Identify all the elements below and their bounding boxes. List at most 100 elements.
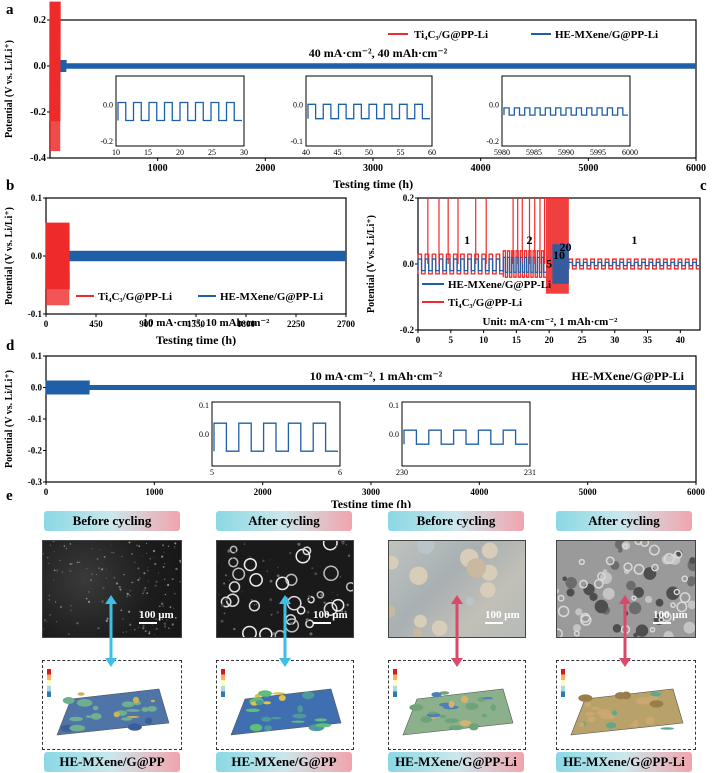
y-tick-label: 0.0 <box>31 383 43 393</box>
y-tick-label: 0.0 <box>31 251 43 261</box>
inset-x-tick-label: 231 <box>524 468 536 477</box>
y-tick-label: -0.1 <box>28 414 43 424</box>
series-line-he-mxene <box>568 261 700 267</box>
series-label: HE-MXene/G@PP-Li <box>572 369 685 383</box>
inset-y-tick-label: 0.1 <box>199 401 209 410</box>
x-tick-label: 2250 <box>287 319 306 329</box>
tag-sample-3: HE-MXene/G@PP-Li <box>388 752 524 772</box>
x-tick-label: 3000 <box>362 487 381 497</box>
x-tick-label: 2000 <box>254 487 273 497</box>
rate-label: 5 <box>546 256 552 270</box>
inset-y-tick-label: 0.0 <box>199 430 209 439</box>
inset-y-tick-label: 0.1 <box>389 401 399 410</box>
x-tick-label: 0 <box>416 335 421 345</box>
x-tick-label: 0 <box>44 319 49 329</box>
x-tick-label: 4000 <box>471 163 491 174</box>
scale-label: 100 μm <box>139 609 174 621</box>
tag-after-cycling-2: After cycling <box>216 511 352 531</box>
surface-map-1 <box>42 660 182 750</box>
tag-before-cycling-1: Before cycling <box>44 511 180 531</box>
double-arrow-icon <box>279 595 291 667</box>
y-tick-label: 0.0 <box>403 259 415 269</box>
condition-label: 10 mA·cm⁻², 1 mAh·cm⁻² <box>310 369 443 383</box>
panel-label-d: d <box>6 338 15 354</box>
inset-waveform <box>503 107 628 116</box>
series-line-he-mxene <box>502 256 546 273</box>
x-tick-label: 1000 <box>148 163 168 174</box>
series-line-ti4c3 <box>568 258 700 270</box>
inset-y-tick-label: 0.0 <box>293 101 303 110</box>
tag-sample-1: HE-MXene/G@PP <box>44 752 180 772</box>
inset-x-tick-label: 5980 <box>494 148 510 157</box>
chart-a: 1000 2000 3000 4000 5000 6000 -0.4 -0.2 0.0 0.2 Te… <box>4 1 706 191</box>
series-fill-he-mxene <box>552 244 569 284</box>
x-tick-label: 450 <box>89 319 103 329</box>
inset-waveform <box>117 101 242 122</box>
inset-x-tick-label: 5 <box>210 468 214 477</box>
x-tick-label: 3000 <box>363 163 383 174</box>
surface-map-3 <box>388 660 526 750</box>
inset-x-tick-label: 15 <box>144 148 152 157</box>
x-tick-label: 900 <box>139 319 153 329</box>
inset-x-tick-label: 5990 <box>558 148 574 157</box>
inset-x-tick-label: 50 <box>365 148 373 157</box>
scale-label: 100 μm <box>653 609 688 621</box>
condition-label: 40 mA·cm⁻², 40 mAh·cm⁻² <box>309 46 448 60</box>
series-line-he-mxene <box>50 63 696 69</box>
inset-x-tick-label: 45 <box>334 148 342 157</box>
y-tick-label: 0.1 <box>31 351 43 361</box>
legend-label-he-mxene: HE-MXene/G@PP-Li <box>220 291 323 303</box>
x-tick-label: 2000 <box>255 163 275 174</box>
legend-label-ti4c3: Ti₄C₃/G@PP-Li <box>448 297 522 309</box>
y-tick-label: 0.2 <box>403 193 415 203</box>
series-line-he-mxene <box>46 384 696 391</box>
inset-x-tick-label: 230 <box>396 468 408 477</box>
double-arrow-icon <box>619 595 631 667</box>
inset-y-tick-label: 0.0 <box>103 101 113 110</box>
x-tick-label: 10 <box>479 335 489 345</box>
chart-d: 0 1000 2000 3000 4000 5000 6000 -0.3 -0.2 -0.1 0.0… <box>4 351 706 508</box>
surface-map-2 <box>216 660 354 750</box>
y-axis-label: Potential (V vs. Li/Li⁺) <box>4 207 15 305</box>
tag-sample-4: HE-MXene/G@PP-Li <box>556 752 692 772</box>
x-tick-label: 5000 <box>579 487 598 497</box>
legend-label-ti4c3: Ti₄C₃/G@PP-Li <box>414 29 488 41</box>
rate-label: 20 <box>560 240 572 254</box>
inset-x-tick-label: 40 <box>302 148 310 157</box>
double-arrow-icon <box>105 595 117 667</box>
tag-sample-2: HE-MXene/G@PP <box>216 752 352 772</box>
unit-note: Unit: mA·cm⁻², 1 mAh·cm⁻² <box>483 316 619 328</box>
x-tick-label: 1800 <box>237 319 256 329</box>
y-tick-label: -0.4 <box>30 153 46 164</box>
x-tick-label: 6000 <box>687 487 706 497</box>
y-tick-label: -0.2 <box>28 446 43 456</box>
y-tick-label: -0.1 <box>28 309 43 319</box>
inset-x-tick-label: 6000 <box>622 148 638 157</box>
inset-x-tick-label: 5995 <box>590 148 606 157</box>
tag-after-cycling-4: After cycling <box>556 511 692 531</box>
legend-label-he-mxene: HE-MXene/G@PP-Li <box>448 279 551 291</box>
inset-x-tick-label: 55 <box>397 148 405 157</box>
inset-x-tick-label: 20 <box>176 148 184 157</box>
x-tick-label: 20 <box>545 335 555 345</box>
y-axis-label: Potential (V vs. Li/Li⁺) <box>4 370 15 468</box>
x-tick-label: 40 <box>676 335 686 345</box>
series-line-he-mxene <box>46 250 346 262</box>
tag-before-cycling-3: Before cycling <box>388 511 524 531</box>
series-line-he-mxene-start <box>45 380 90 395</box>
x-tick-label: 25 <box>577 335 587 345</box>
series-line-ti4c3 <box>417 253 504 275</box>
inset-waveform <box>403 429 528 445</box>
panel-label-b: b <box>6 178 15 194</box>
surface-map-4 <box>556 660 696 750</box>
y-tick-label: -0.2 <box>400 325 415 335</box>
rate-label: 2 <box>526 233 532 247</box>
x-tick-label: 5 <box>449 335 454 345</box>
double-arrow-icon <box>451 595 463 667</box>
x-tick-label: 0 <box>44 487 49 497</box>
inset-y-tick-label: -0.1 <box>290 137 303 146</box>
rate-label: 1 <box>631 233 637 247</box>
y-axis-label: Potential (V vs. Li/Li⁺) <box>4 40 15 138</box>
legend-label-ti4c3: Ti₄C₃/G@PP-Li <box>98 291 172 303</box>
